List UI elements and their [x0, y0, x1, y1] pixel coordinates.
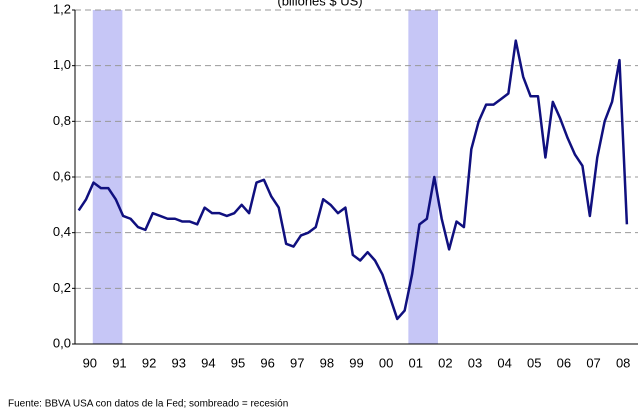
y-tick-label: 1,2: [53, 1, 71, 16]
x-tick-label: 01: [409, 355, 423, 370]
x-tick-label: 02: [438, 355, 452, 370]
x-tick-label: 93: [171, 355, 185, 370]
x-tick-label: 95: [231, 355, 245, 370]
y-tick-label: 0,8: [53, 113, 71, 128]
x-tick-label: 92: [142, 355, 156, 370]
x-tick-label: 00: [379, 355, 393, 370]
x-tick-label: 94: [201, 355, 215, 370]
y-tick-label: 0,2: [53, 280, 71, 295]
x-tick-label: 05: [527, 355, 541, 370]
source-note: Fuente: BBVA USA con datos de la Fed; so…: [8, 399, 288, 410]
x-tick-label: 04: [497, 355, 511, 370]
chart-subtitle: (billones $ US): [277, 0, 362, 8]
x-tick-label: 98: [320, 355, 334, 370]
y-tick-label: 0,4: [53, 224, 71, 239]
x-tick-label: 91: [112, 355, 126, 370]
x-tick-label: 08: [616, 355, 630, 370]
x-tick-label: 06: [557, 355, 571, 370]
x-tick-label: 03: [468, 355, 482, 370]
x-tick-label: 07: [586, 355, 600, 370]
y-tick-label: 1,0: [53, 57, 71, 72]
y-tick-label: 0,6: [53, 168, 71, 183]
data-line: [77, 39, 629, 321]
y-tick-label: 0,0: [53, 335, 71, 350]
x-tick-label: 90: [83, 355, 97, 370]
x-tick-label: 97: [290, 355, 304, 370]
x-tick-label: 96: [260, 355, 274, 370]
x-tick-label: 99: [349, 355, 363, 370]
